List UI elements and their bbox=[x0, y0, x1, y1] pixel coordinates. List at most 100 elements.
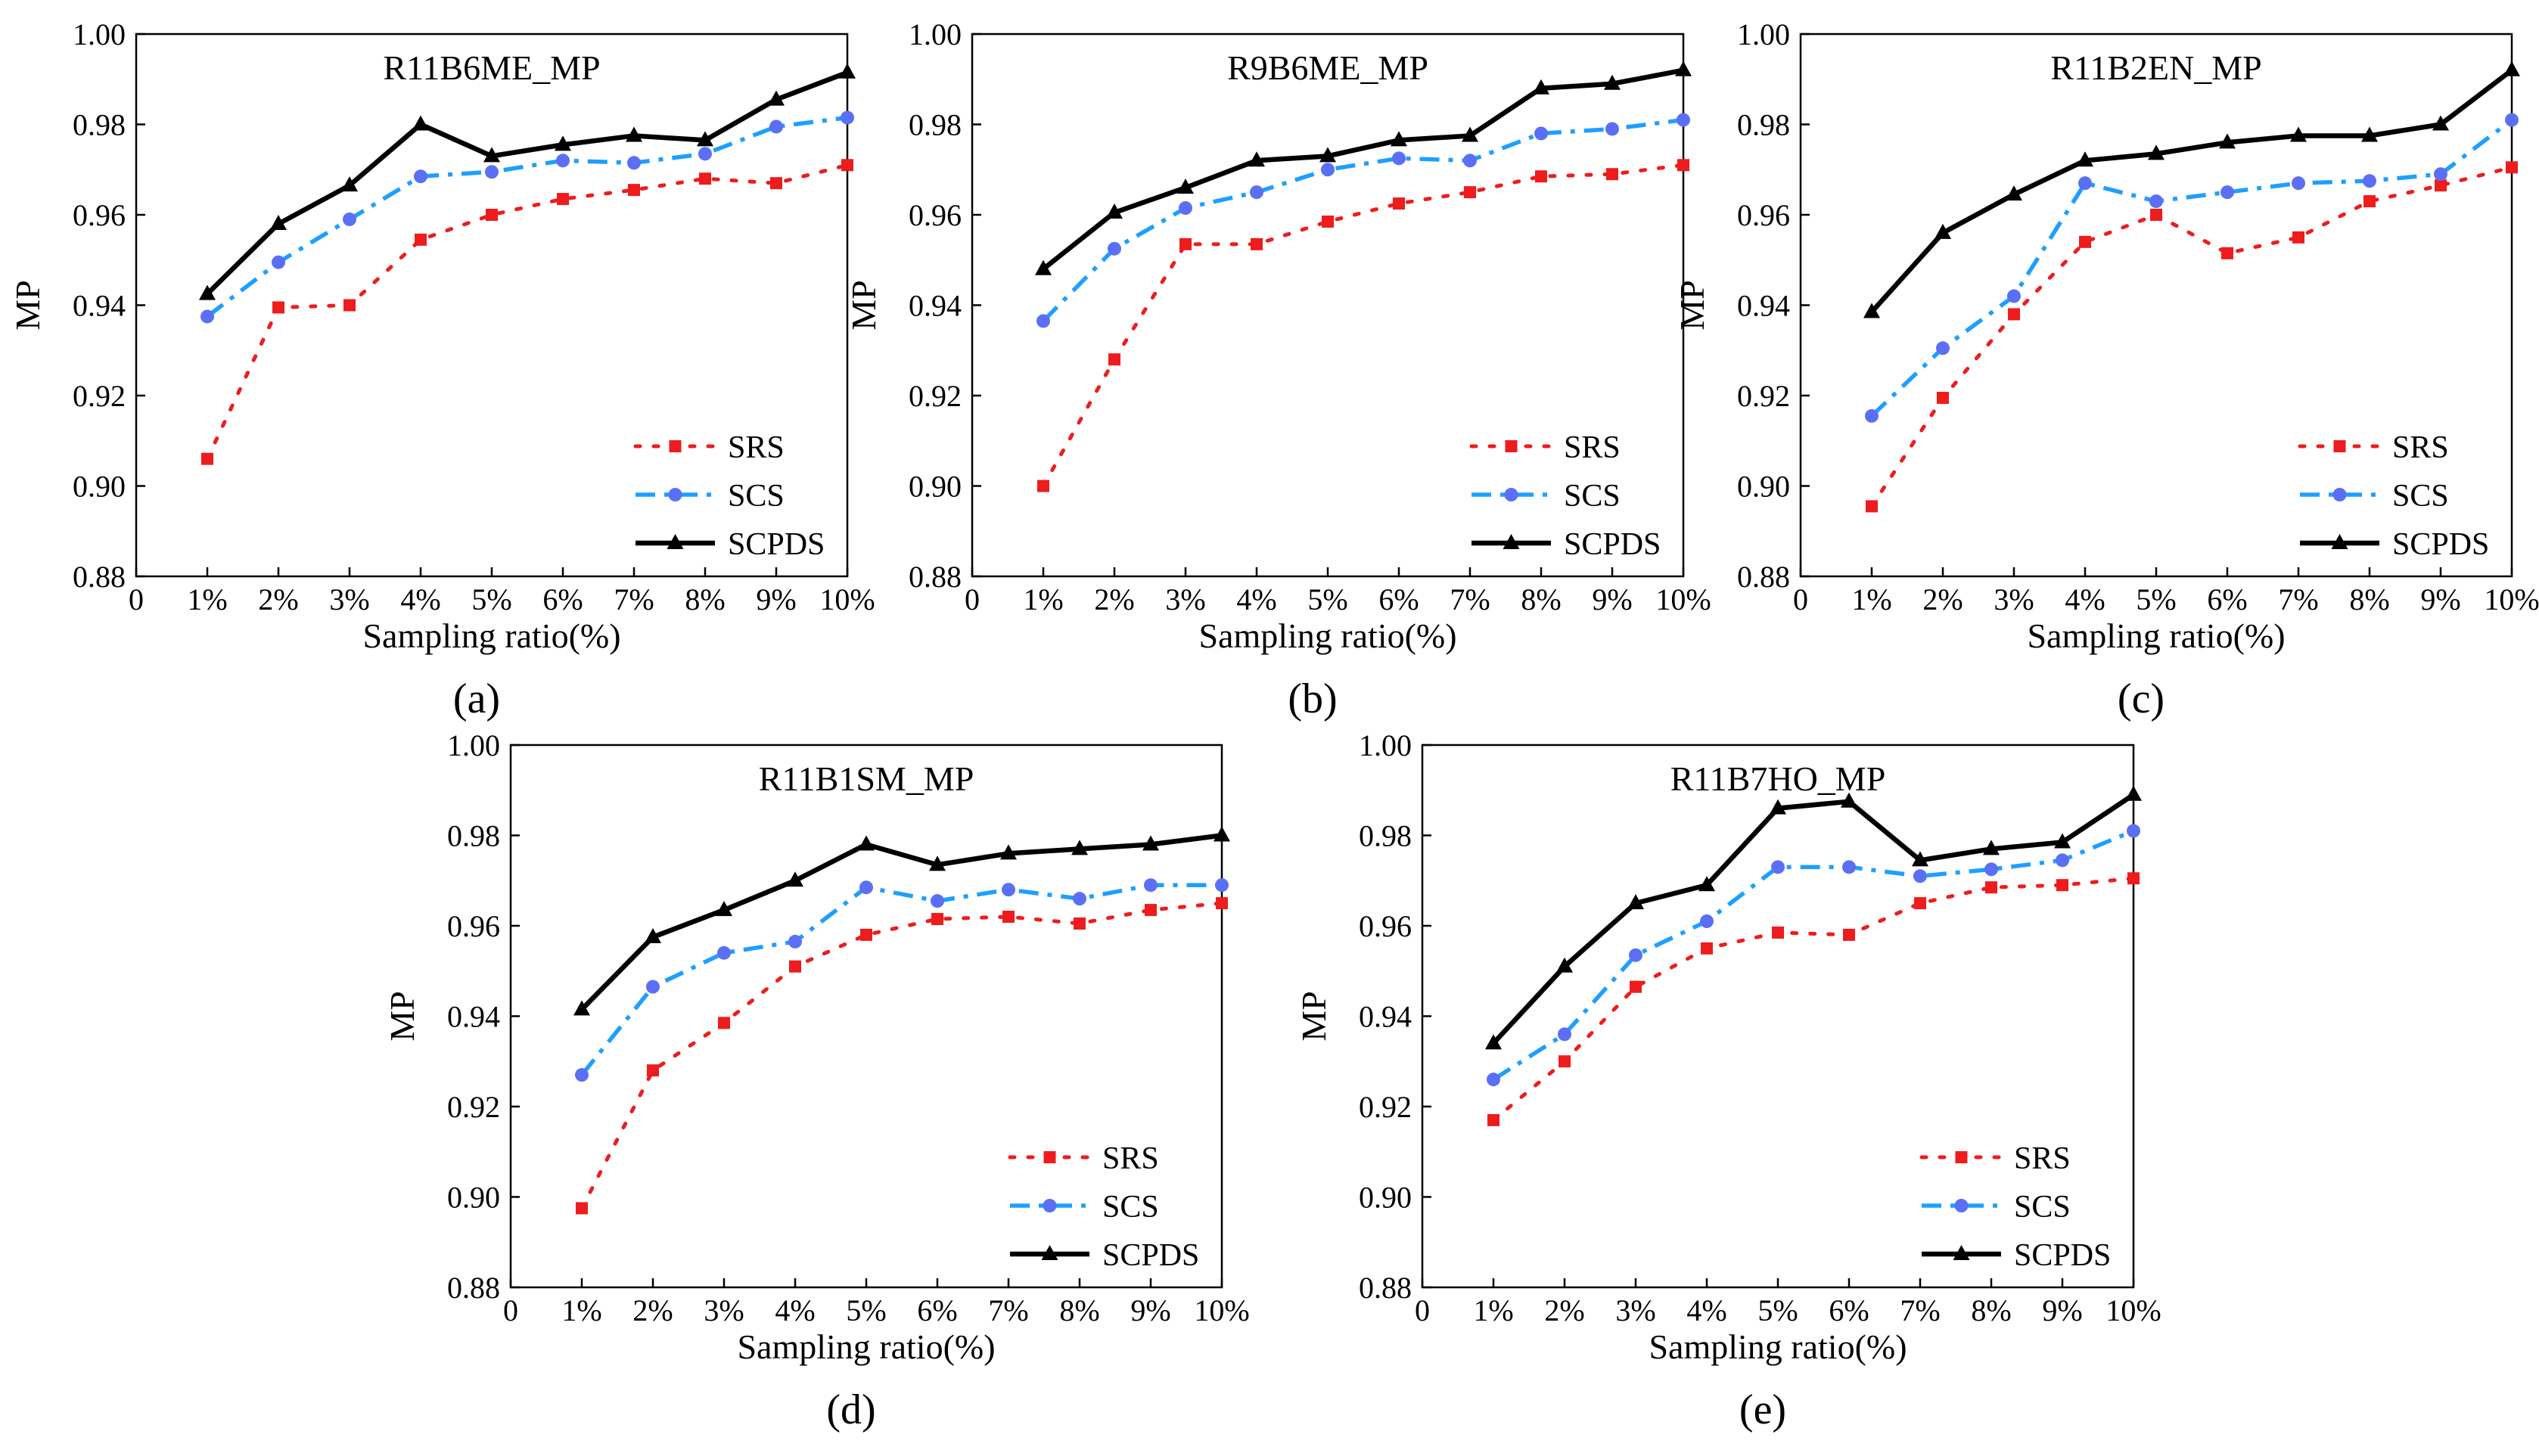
data-point-scpds bbox=[1698, 876, 1715, 892]
legend-item-scs: SCS bbox=[2300, 479, 2449, 514]
data-point-srs bbox=[1002, 911, 1015, 924]
data-point-scpds bbox=[199, 284, 216, 300]
legend-item-scpds: SCPDS bbox=[1472, 527, 1661, 562]
panel-b: 0 1% 2% 3% 4% 5% 6% 7% 8% 9% 10% 0.88 0.90 0.92 0.94 0.… bbox=[844, 17, 1711, 722]
x-tick-label: 7% bbox=[2278, 582, 2318, 616]
y-tick-label: 0.98 bbox=[909, 108, 962, 142]
data-point-srs bbox=[2008, 308, 2020, 321]
data-point-srs bbox=[1606, 168, 1618, 181]
chart-title: R11B2EN_MP bbox=[2050, 48, 2261, 87]
data-point-scs bbox=[859, 880, 873, 895]
x-tick-label: 6% bbox=[1829, 1293, 1869, 1327]
data-point-scpds bbox=[1863, 303, 1880, 318]
legend-marker bbox=[1503, 534, 1520, 549]
x-tick-label: 4% bbox=[1236, 582, 1276, 616]
series-scpds bbox=[1485, 785, 2142, 1050]
legend-item-srs: SRS bbox=[1469, 430, 1621, 465]
x-tick-label: 2% bbox=[258, 582, 298, 616]
series-scpds bbox=[573, 826, 1230, 1016]
x-tick-label: 9% bbox=[1592, 582, 1632, 616]
x-tick-label: 5% bbox=[846, 1293, 886, 1327]
data-point-scpds bbox=[2077, 151, 2093, 167]
data-point-srs bbox=[1630, 980, 1642, 993]
data-point-scpds bbox=[1627, 894, 1644, 910]
data-point-srs bbox=[2056, 879, 2068, 892]
data-point-srs bbox=[2221, 247, 2233, 259]
data-point-scs bbox=[1108, 241, 1121, 256]
y-axis-title: MP bbox=[1673, 280, 1711, 330]
data-point-scs bbox=[2127, 824, 2140, 838]
y-tick-label: 0.98 bbox=[73, 108, 126, 142]
x-tick-label: 8% bbox=[1971, 1293, 2011, 1327]
x-tick-label: 9% bbox=[2420, 582, 2460, 616]
data-point-scpds bbox=[270, 214, 287, 230]
data-point-scpds bbox=[2290, 126, 2307, 142]
data-point-scpds bbox=[555, 135, 571, 151]
x-tick-label: 8% bbox=[685, 582, 725, 616]
data-point-scs bbox=[1629, 948, 1642, 962]
data-point-scpds bbox=[2006, 185, 2022, 201]
data-point-srs bbox=[1843, 928, 1855, 941]
y-tick-label: 0.98 bbox=[447, 819, 500, 853]
data-point-scpds bbox=[716, 901, 732, 917]
x-tick-label: 10% bbox=[1655, 582, 1711, 616]
y-tick-label: 0.94 bbox=[447, 1000, 500, 1034]
x-axis-title: Sampling ratio(%) bbox=[737, 1327, 995, 1366]
data-point-scs bbox=[2434, 167, 2447, 182]
y-tick-label: 1.00 bbox=[909, 17, 962, 51]
data-point-scs bbox=[698, 147, 712, 161]
data-point-scpds bbox=[2219, 133, 2236, 149]
panel-tag: (e) bbox=[1739, 1386, 1786, 1433]
y-tick-label: 0.92 bbox=[1737, 379, 1790, 413]
data-point-scs bbox=[1321, 163, 1335, 177]
series-line-srs bbox=[205, 163, 850, 461]
panel-tag: (b) bbox=[1288, 675, 1337, 722]
data-point-scs bbox=[2056, 853, 2069, 868]
data-point-scs bbox=[1605, 122, 1619, 136]
legend-label: SCS bbox=[1102, 1190, 1159, 1225]
data-point-scs bbox=[1936, 341, 1950, 355]
data-point-scpds bbox=[787, 871, 803, 887]
data-point-scpds bbox=[1177, 179, 1194, 194]
data-point-scs bbox=[1700, 914, 1714, 929]
data-point-scpds bbox=[483, 147, 500, 163]
data-point-srs bbox=[1464, 186, 1476, 199]
x-tick-label: 10% bbox=[2105, 1293, 2161, 1327]
x-tick-label: 10% bbox=[819, 582, 875, 616]
panel-e: 0 1% 2% 3% 4% 5% 6% 7% 8% 9% 10% 0.88 0.90 0.92 0.94 0.… bbox=[1294, 728, 2161, 1433]
data-point-scpds bbox=[1391, 131, 1407, 147]
data-point-scs bbox=[1215, 878, 1229, 893]
legend-item-scpds: SCPDS bbox=[636, 527, 825, 562]
data-point-scs bbox=[1534, 126, 1548, 141]
x-tick-label: 10% bbox=[2484, 582, 2539, 616]
y-tick-label: 0.98 bbox=[1359, 819, 1412, 853]
panel-a: 0 1% 2% 3% 4% 5% 6% 7% 8% 9% 10% 0.88 0.90 0.92 0.94 0.… bbox=[8, 17, 875, 722]
series-srs bbox=[576, 897, 1228, 1215]
data-point-scs bbox=[2149, 194, 2163, 209]
y-tick-label: 0.92 bbox=[1359, 1090, 1412, 1124]
series-scs bbox=[200, 110, 854, 324]
y-tick-label: 0.96 bbox=[1737, 198, 1790, 232]
data-point-scpds bbox=[2148, 144, 2165, 160]
x-axis-title: Sampling ratio(%) bbox=[1649, 1327, 1907, 1366]
data-point-scs bbox=[343, 212, 356, 226]
legend-item-srs: SRS bbox=[1919, 1141, 2071, 1176]
data-point-scs bbox=[1677, 113, 1690, 127]
data-point-scpds bbox=[1214, 826, 1230, 842]
data-point-srs bbox=[699, 172, 711, 185]
legend-marker bbox=[2331, 534, 2348, 549]
data-point-srs bbox=[647, 1064, 659, 1077]
data-point-srs bbox=[2127, 872, 2140, 885]
legend-item-srs: SRS bbox=[2298, 430, 2449, 465]
legend-item-srs: SRS bbox=[633, 430, 785, 465]
data-point-scs bbox=[1250, 185, 1263, 200]
data-point-srs bbox=[1914, 897, 1926, 910]
data-point-scpds bbox=[1770, 799, 1786, 815]
data-point-scpds bbox=[1912, 851, 1928, 867]
data-point-srs bbox=[1559, 1055, 1571, 1068]
y-tick-label: 0.88 bbox=[447, 1271, 500, 1305]
y-tick-label: 1.00 bbox=[1359, 728, 1412, 762]
y-tick-label: 0.96 bbox=[73, 198, 126, 232]
legend: SRS SCS SCPDS bbox=[633, 430, 825, 562]
panel-tag: (a) bbox=[453, 675, 500, 722]
